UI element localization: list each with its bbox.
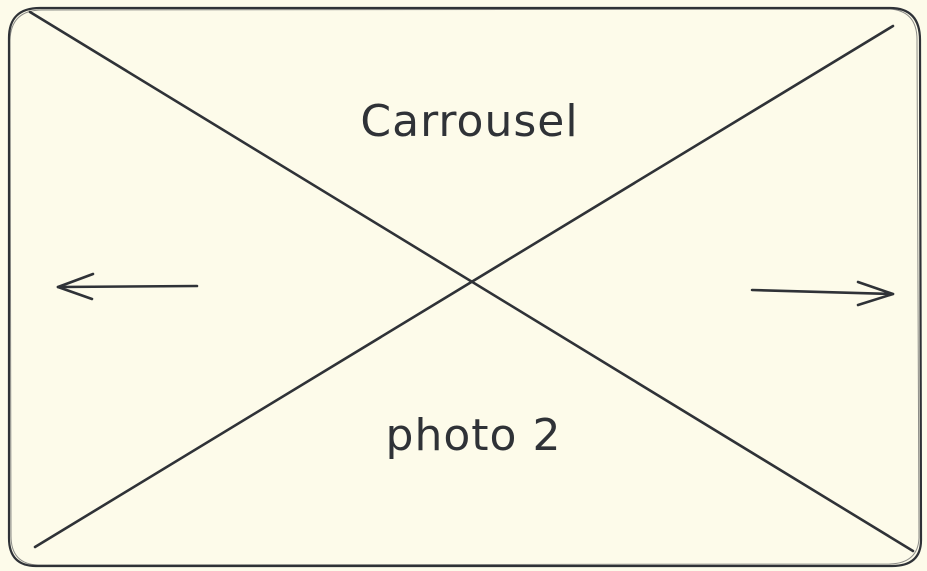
next-button[interactable] <box>745 274 901 314</box>
placeholder-diagonal-2 <box>33 24 895 549</box>
photo-caption: photo 2 <box>385 410 562 461</box>
previous-button[interactable] <box>50 266 204 306</box>
carousel-title: Carrousel <box>360 96 579 147</box>
frame-border <box>7 6 923 568</box>
arrow-left-icon <box>56 272 199 301</box>
arrow-right-icon <box>750 280 895 307</box>
frame-border-sketch <box>9 8 920 566</box>
